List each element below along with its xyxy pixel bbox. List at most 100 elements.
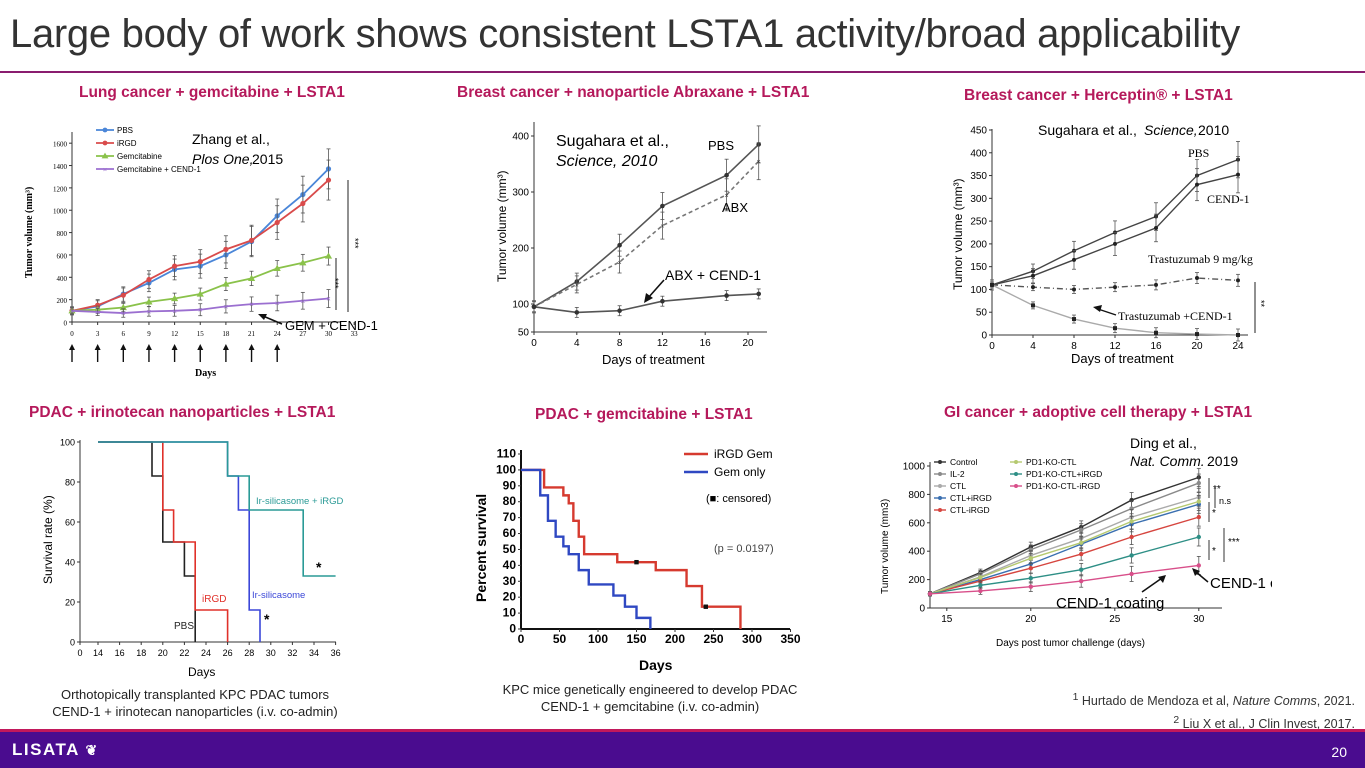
series-line: [929, 482, 1200, 595]
x-tick-label: 26: [223, 648, 233, 658]
y-tick-label: 400: [970, 148, 987, 159]
data-point: [273, 264, 281, 271]
abx-combo-label: ABX + CEND-1: [665, 267, 761, 283]
x-tick-label: 0: [518, 632, 525, 646]
y-tick-label: 20: [65, 598, 75, 608]
data-point: ×: [103, 165, 107, 174]
data-point: ×: [224, 302, 229, 311]
lung-citation-b: Plos One,: [192, 151, 253, 167]
her-pbs-label: PBS: [1188, 146, 1209, 160]
data-point: [1031, 303, 1035, 308]
legend-label: IL-2: [950, 469, 965, 479]
caption-line: CEND-1 + irinotecan nanoparticles (i.v. …: [52, 704, 338, 719]
y-tick-label: 250: [970, 217, 987, 228]
y-tick-label: 200: [908, 575, 925, 586]
data-point: [978, 575, 983, 580]
data-point: ×: [198, 306, 203, 315]
x-tick-label: 12: [657, 338, 669, 349]
y-tick-label: 200: [970, 239, 987, 250]
data-point: ×: [95, 308, 100, 317]
y-tick-label: 50: [518, 328, 530, 339]
y-tick-label: 1600: [53, 141, 68, 149]
series-line: [929, 500, 1199, 595]
data-point: [660, 203, 665, 209]
legend-label: PD1-KO-CTL: [1026, 457, 1077, 467]
series-line: [929, 476, 1200, 595]
breast-abx-heading: Breast cancer + nanoparticle Abraxane + …: [457, 84, 810, 101]
y-tick-label: 1000: [903, 462, 926, 473]
x-tick-label: 0: [70, 330, 74, 338]
y-tick-label: 200: [512, 244, 529, 255]
legend-marker: [938, 460, 942, 464]
dose-arrowhead: [94, 344, 101, 350]
abx-xlabel: Days of treatment: [602, 352, 705, 367]
y-tick-label: 100: [512, 300, 529, 311]
data-point: [990, 282, 994, 287]
leaf-icon: ❦: [85, 742, 99, 758]
series-line: [929, 503, 1199, 595]
y-tick-label: 100: [60, 438, 75, 448]
abx-citation-a: Sugahara et al.,: [556, 133, 669, 150]
gi-heading: GI cancer + adoptive cell therapy + LSTA…: [944, 404, 1253, 421]
dose-arrowhead: [120, 344, 127, 350]
data-point: [102, 127, 108, 133]
x-tick-label: 36: [331, 648, 341, 658]
data-point: [1079, 540, 1084, 545]
y-tick-label: 90: [503, 478, 517, 492]
ir-pbs-label: PBS: [174, 621, 194, 632]
lung-annotation: GEM + CEND-1: [285, 318, 378, 333]
legend-marker: [938, 508, 942, 512]
gi-sig5: *: [1212, 546, 1216, 557]
x-tick-label: 16: [115, 648, 125, 658]
y-tick-label: 0: [981, 331, 987, 342]
x-tick-label: 0: [989, 341, 995, 352]
her-citation-a: Sugahara et al.,: [1038, 122, 1137, 138]
her-citation-c: 2010: [1198, 122, 1229, 138]
y-tick-label: 1000: [53, 208, 68, 216]
legend-label: PD1-KO-CTL-iRGD: [1026, 481, 1100, 491]
legend-marker: [1014, 484, 1018, 488]
legend-label: Gemcitabine: [117, 152, 162, 161]
ref1-num: 1: [1072, 692, 1079, 703]
pdac-irino-chart: 0 20 40 60 80 100 0 14 16 18 20 22 24 26 28 30 32 34 36 Su…: [36, 432, 346, 682]
gi-sig1: **: [1213, 484, 1221, 495]
legend-label: Gemcitabine + CEND-1: [117, 165, 201, 174]
x-tick-label: 4: [574, 338, 580, 349]
y-tick-label: 100: [496, 462, 516, 476]
x-tick-label: 14: [93, 648, 103, 658]
abx-ylabel: Tumor volume (mm³): [495, 170, 509, 282]
series-line: [533, 143, 760, 308]
data-point: [978, 583, 983, 588]
lung-citation-a: Zhang et al.,: [192, 131, 270, 147]
data-point: [101, 152, 109, 159]
ir-ir-label: Ir-silicasome: [252, 590, 305, 601]
dose-arrowhead: [274, 344, 281, 350]
gi-sig4: ***: [1228, 537, 1240, 548]
data-point: [1072, 257, 1076, 262]
x-tick-label: 20: [742, 338, 754, 349]
data-point: [1031, 273, 1035, 278]
legend-marker: [938, 484, 942, 488]
pdac-gem-caption: KPC mice genetically engineered to devel…: [470, 681, 830, 715]
x-tick-label: 20: [1191, 341, 1203, 352]
data-point: [1196, 514, 1201, 520]
data-point: [299, 259, 307, 266]
ref1-text: Hurtado de Mendoza et al,: [1081, 694, 1230, 709]
legend-marker: [1014, 472, 1018, 476]
data-point: [223, 246, 229, 252]
data-point: [1113, 241, 1117, 246]
data-point: [1129, 534, 1134, 540]
x-tick-label: 25: [1109, 614, 1121, 625]
y-tick-label: 40: [65, 558, 75, 568]
data-point: [531, 304, 537, 310]
x-tick-label: 150: [626, 632, 646, 646]
survival-curve: [521, 468, 652, 629]
x-tick-label: 12: [1109, 341, 1121, 352]
legend-label: iRGD: [117, 139, 137, 148]
data-point: [197, 259, 203, 265]
gi-citation-c: 2019: [1207, 453, 1238, 469]
data-point: [617, 308, 622, 314]
data-point: ×: [147, 307, 152, 316]
her-ylabel: Tumor volume (mm³): [951, 178, 965, 290]
y-tick-label: 1200: [53, 185, 68, 193]
